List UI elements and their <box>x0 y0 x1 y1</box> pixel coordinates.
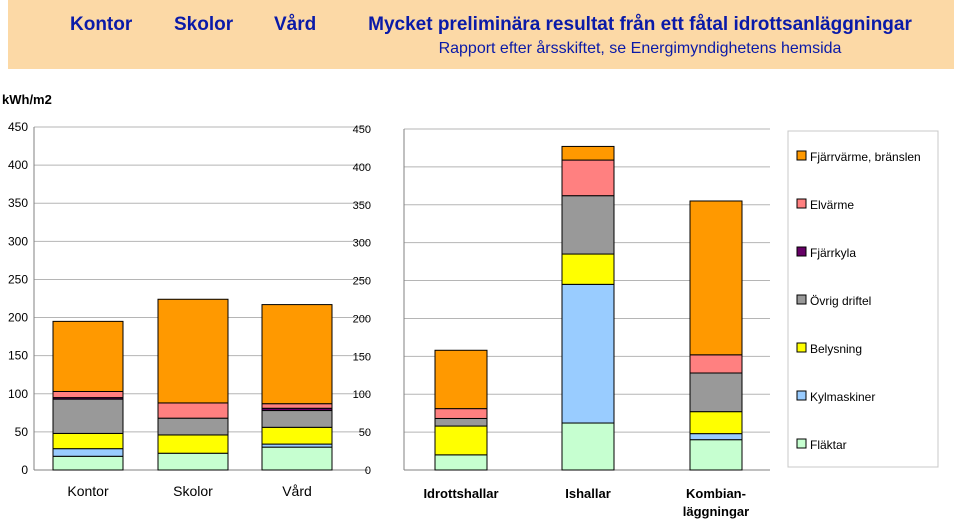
bar-segment <box>261 410 333 428</box>
legend-box <box>787 130 939 468</box>
legend-label: Fjärrkyla <box>810 246 856 260</box>
x-tick-label: Ishallar <box>565 486 611 501</box>
x-tick-label: Skolor <box>173 483 213 499</box>
bar-segment <box>261 446 333 471</box>
bar-segment <box>561 159 615 197</box>
bar-segment <box>52 320 124 392</box>
y-tick-label: 450 <box>353 124 371 136</box>
bar-segment <box>52 432 124 450</box>
legend-label: Fläktar <box>810 438 847 452</box>
bar-segment <box>689 439 743 471</box>
bar-segment <box>261 304 333 405</box>
bar-segment <box>52 448 124 457</box>
nav-link-vard[interactable]: Vård <box>274 14 317 35</box>
y-tick-label: 350 <box>8 196 28 210</box>
y-tick-label: 300 <box>353 238 371 250</box>
legend-swatch <box>796 150 807 161</box>
bar-segment <box>52 390 124 399</box>
bar-segment <box>157 298 229 404</box>
legend-label: Kylmaskiner <box>810 390 875 404</box>
bar-segment <box>157 434 229 454</box>
y-tick-label: 50 <box>15 425 29 439</box>
bar-segment <box>689 200 743 356</box>
bar-segment <box>561 422 615 471</box>
y-tick-label: 150 <box>8 349 28 363</box>
bar-segment <box>689 433 743 441</box>
y-tick-label: 0 <box>365 465 371 477</box>
bar-segment <box>689 411 743 435</box>
y-tick-label: 0 <box>21 463 28 477</box>
bar-segment <box>157 417 229 436</box>
bar-segment <box>261 426 333 445</box>
bar-segment <box>434 425 488 456</box>
y-tick-label: 250 <box>353 276 371 288</box>
page-subtitle: Rapport efter årsskiftet, se Energimyndi… <box>438 40 842 57</box>
y-tick-label: 150 <box>353 351 371 363</box>
bar-segment <box>261 403 333 409</box>
legend-label: Övrig driftel <box>810 294 871 308</box>
nav-link-skolor[interactable]: Skolor <box>174 14 234 35</box>
bar-segment <box>561 145 615 161</box>
legend-swatch <box>796 342 807 353</box>
legend-label: Belysning <box>810 342 862 356</box>
y-tick-label: 400 <box>8 158 28 172</box>
y-tick-label: 100 <box>8 387 28 401</box>
legend-swatch <box>796 246 807 257</box>
bar-segment <box>434 408 488 419</box>
bar-segment <box>157 402 229 419</box>
x-tick-label: Kontor <box>67 483 109 499</box>
y-tick-label: 250 <box>8 272 28 286</box>
bar-segment <box>561 283 615 424</box>
y-tick-label: 350 <box>353 200 371 212</box>
legend-label: Fjärrvärme, bränslen <box>810 150 921 164</box>
legend-swatch <box>796 390 807 401</box>
bar-segment <box>561 253 615 285</box>
y-tick-label: 400 <box>353 162 371 174</box>
y-tick-label: 200 <box>353 313 371 325</box>
x-tick-label: Idrottshallar <box>423 486 498 501</box>
y-tick-label: 200 <box>8 311 28 325</box>
legend-label: Elvärme <box>810 198 854 212</box>
bar-segment <box>434 417 488 427</box>
y-axis-label: kWh/m2 <box>2 92 52 107</box>
x-tick-label: läggningar <box>683 504 749 519</box>
bar-segment <box>689 372 743 413</box>
legend-swatch <box>796 294 807 305</box>
nav-link-kontor[interactable]: Kontor <box>70 14 133 35</box>
bar-segment <box>157 452 229 471</box>
y-tick-label: 100 <box>353 389 371 401</box>
bar-segment <box>689 354 743 374</box>
bar-segment <box>52 455 124 471</box>
y-tick-label: 450 <box>8 120 28 134</box>
header-banner: Kontor Skolor Vård <box>8 0 954 69</box>
x-tick-label: Vård <box>282 483 312 499</box>
page-title: Mycket preliminära resultat från ett fåt… <box>368 14 912 35</box>
legend-swatch <box>796 438 807 449</box>
bar-segment <box>52 398 124 434</box>
y-tick-label: 50 <box>359 427 371 439</box>
bar-segment <box>561 195 615 255</box>
bar-segment <box>434 454 488 471</box>
x-tick-label: Kombian- <box>686 486 746 501</box>
bar-segment <box>434 349 488 410</box>
y-tick-label: 300 <box>8 234 28 248</box>
legend-swatch <box>796 198 807 209</box>
